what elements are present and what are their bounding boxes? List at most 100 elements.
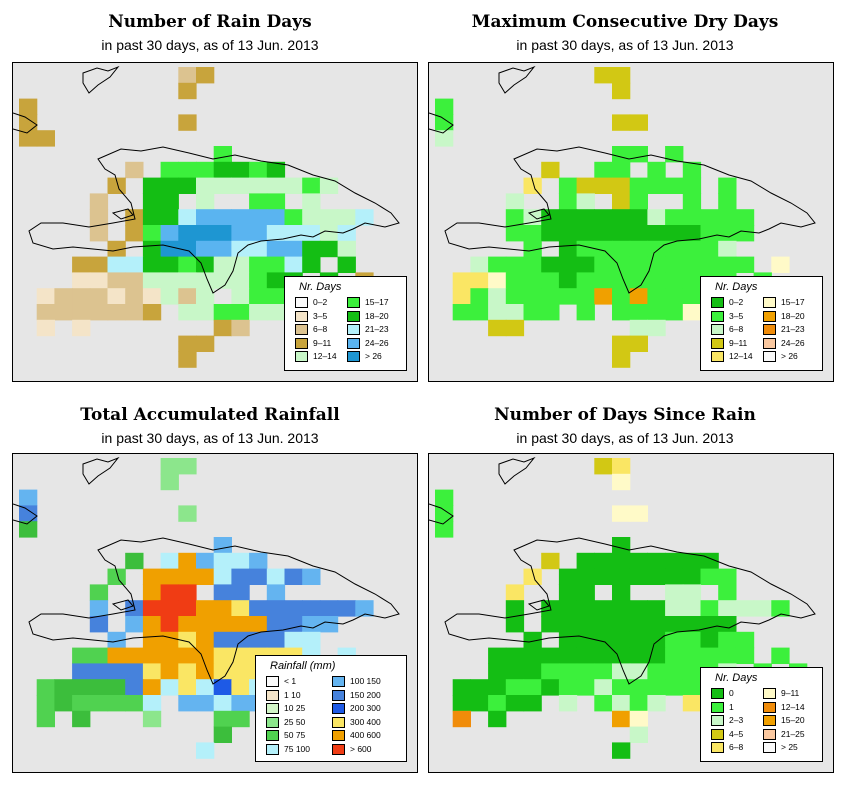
- legend-dry-days: Nr. Days 0–2 3–5 6–8 9–11 12–14 15–17 18–20 21–…: [700, 276, 823, 371]
- grid-cell: [629, 616, 648, 633]
- legend-label: 21–23: [781, 324, 805, 334]
- grid-cell: [505, 225, 525, 242]
- grid-cell: [594, 209, 613, 226]
- grid-cell: [435, 505, 454, 522]
- grid-cell: [249, 177, 268, 194]
- grid-cell: [505, 584, 525, 601]
- legend-label: 15–20: [781, 715, 805, 725]
- grid-cell: [231, 647, 250, 664]
- legend-swatch: [711, 351, 724, 362]
- grid-cell: [629, 631, 648, 649]
- grid-cell: [558, 584, 578, 601]
- grid-cell: [576, 272, 595, 289]
- legend-swatch: [266, 676, 279, 687]
- grid-cell: [665, 304, 684, 321]
- legend-swatch: [711, 715, 724, 726]
- grid-cell: [753, 600, 772, 617]
- grid-cell: [470, 679, 489, 696]
- grid-cell: [612, 161, 631, 179]
- grid-cell: [231, 616, 250, 633]
- legend-swatch: [266, 743, 279, 755]
- grid-cell: [249, 552, 268, 570]
- grid-cell: [249, 631, 268, 649]
- grid-cell: [213, 584, 232, 601]
- grid-cell: [213, 146, 232, 163]
- grid-cell: [72, 304, 91, 321]
- legend-swatch: [332, 689, 345, 701]
- grid-cell: [196, 568, 215, 585]
- grid-cell: [231, 631, 250, 649]
- grid-cell: [160, 161, 179, 179]
- grid-cell: [160, 177, 179, 194]
- grid-cell: [470, 304, 489, 321]
- grid-cell: [213, 663, 232, 680]
- grid-cell: [249, 272, 268, 289]
- grid-cell: [700, 600, 719, 617]
- grid-cell: [682, 695, 702, 712]
- grid-cell: [160, 616, 179, 633]
- grid-cell: [576, 568, 595, 585]
- grid-cell: [505, 647, 525, 664]
- legend-swatch: [295, 351, 308, 362]
- panel-subtitle: in past 30 days, as of 13 Jun. 2013: [516, 430, 734, 446]
- grid-cell: [178, 600, 197, 617]
- grid-cell: [107, 568, 126, 585]
- panel-title: Total Accumulated Rainfall: [80, 405, 340, 425]
- grid-cell: [665, 272, 684, 289]
- grid-cell: [213, 600, 232, 617]
- legend-swatch: [763, 324, 776, 335]
- grid-cell: [594, 161, 613, 179]
- grid-cell: [647, 225, 666, 242]
- grid-cell: [523, 288, 542, 305]
- grid-cell: [302, 225, 321, 242]
- grid-cell: [72, 710, 91, 728]
- grid-cell: [647, 272, 666, 289]
- grid-cell: [470, 695, 489, 712]
- grid-cell: [249, 288, 268, 305]
- grid-cell: [231, 695, 250, 712]
- grid-cell: [505, 209, 525, 226]
- grid-cell: [682, 177, 702, 194]
- grid-cell: [735, 631, 755, 649]
- grid-cell: [319, 225, 339, 242]
- grid-cell: [629, 679, 648, 696]
- grid-cell: [541, 552, 560, 570]
- grid-cell: [249, 193, 268, 210]
- grid-cell: [682, 616, 702, 633]
- grid-cell: [19, 505, 38, 522]
- grid-cell: [266, 225, 286, 242]
- legend-label: 9–11: [729, 337, 748, 348]
- grid-cell: [435, 130, 454, 147]
- grid-cell: [284, 616, 303, 633]
- legend-label: 75 100: [284, 743, 310, 754]
- grid-cell: [505, 304, 525, 321]
- grid-cell: [718, 256, 737, 273]
- legend-label: 400 600: [350, 730, 381, 740]
- grid-cell: [558, 177, 578, 194]
- grid-cell: [142, 663, 162, 680]
- legend-swatch: [711, 310, 724, 322]
- grid-cell: [19, 521, 38, 538]
- grid-cell: [107, 663, 126, 680]
- legend-swatch: [332, 743, 345, 755]
- grid-cell: [337, 225, 356, 242]
- grid-cell: [470, 272, 489, 289]
- grid-cell: [89, 663, 109, 680]
- grid-cell: [196, 256, 215, 273]
- grid-cell: [160, 225, 179, 242]
- grid-cell: [647, 319, 666, 337]
- legend-swatch: [347, 324, 360, 335]
- grid-cell: [36, 288, 55, 305]
- grid-cell: [231, 568, 250, 585]
- grid-cell: [435, 489, 454, 506]
- grid-cell: [629, 114, 648, 131]
- grid-cell: [249, 240, 268, 258]
- panel-subtitle: in past 30 days, as of 13 Jun. 2013: [516, 37, 734, 53]
- grid-cell: [213, 552, 232, 570]
- grid-cell: [302, 193, 321, 210]
- grid-cell: [249, 600, 268, 617]
- legend-label: 9–11: [781, 688, 800, 698]
- grid-cell: [629, 272, 648, 289]
- grid-cell: [771, 647, 790, 664]
- grid-cell: [594, 552, 613, 570]
